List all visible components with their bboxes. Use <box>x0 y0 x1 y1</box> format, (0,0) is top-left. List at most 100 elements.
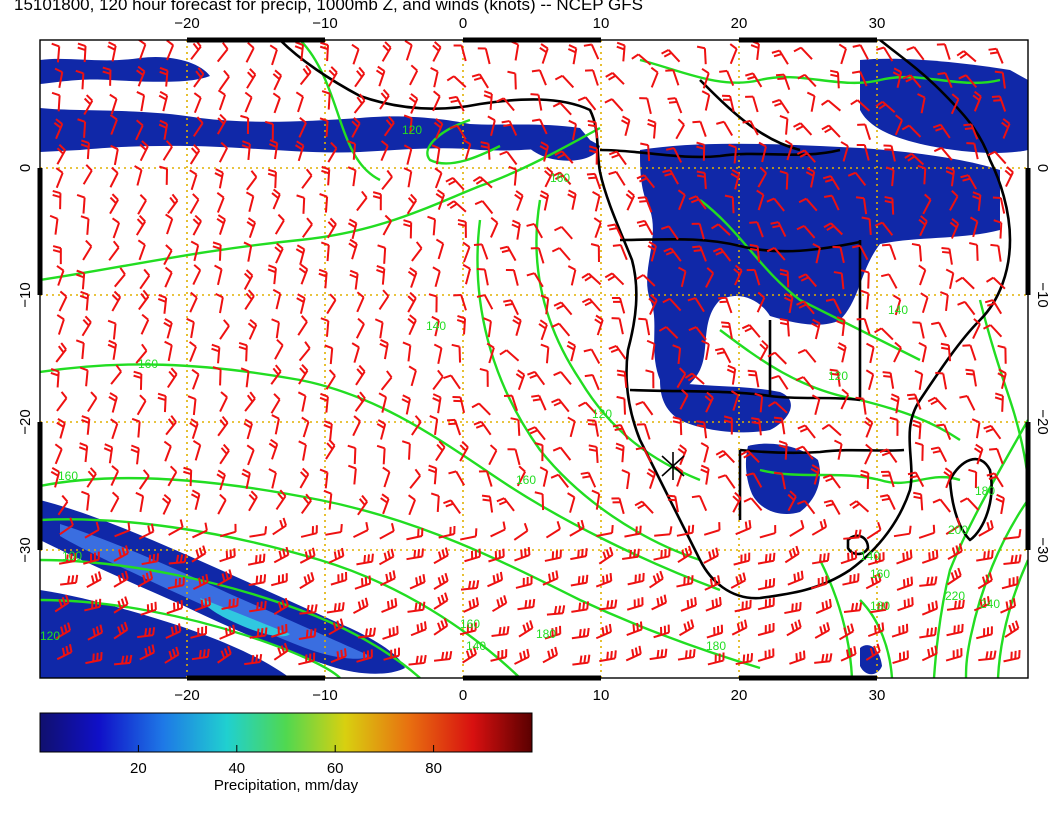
wind-barb <box>298 364 309 385</box>
wind-barb <box>212 366 222 386</box>
wind-barb <box>81 490 90 511</box>
wind-barb <box>433 547 449 565</box>
wind-barb <box>298 628 317 640</box>
wind-barb <box>324 344 334 365</box>
wind-barb <box>756 291 766 313</box>
wind-barb <box>321 165 331 186</box>
wind-barb <box>918 215 928 237</box>
wind-barb <box>567 44 578 65</box>
wind-barb <box>87 624 104 641</box>
wind-barb <box>446 418 462 436</box>
lon-tick-bottom: −20 <box>174 687 199 704</box>
wind-barb <box>680 597 697 612</box>
wind-barb <box>274 338 284 360</box>
map-title: 15101800, 120 hour forecast for precip, … <box>14 0 643 14</box>
wind-barb <box>648 294 658 315</box>
wind-barb <box>544 549 562 562</box>
wind-barb <box>653 548 671 561</box>
wind-barb <box>701 67 710 89</box>
wind-barb <box>432 90 441 112</box>
wind-barb <box>691 222 705 240</box>
wind-barb <box>378 289 390 311</box>
wind-barb <box>856 317 871 335</box>
wind-barb <box>245 41 255 63</box>
wind-barb <box>107 41 117 62</box>
contour-label: 160 <box>58 469 78 483</box>
lat-tick-right: 0 <box>1034 164 1051 172</box>
wind-barb <box>300 525 318 538</box>
colorbar-tick-label: 40 <box>228 760 245 777</box>
wind-barb <box>139 268 151 290</box>
wind-barb <box>735 653 754 666</box>
wind-barb <box>189 291 198 313</box>
wind-barb <box>490 521 506 538</box>
contour-label: 160 <box>460 617 480 631</box>
wind-barb <box>552 171 572 186</box>
wind-barb <box>684 372 705 385</box>
wind-barb <box>168 519 184 536</box>
wind-barb <box>326 217 337 239</box>
wind-barb <box>453 294 467 311</box>
wind-barb <box>812 243 821 264</box>
wind-barb <box>107 319 117 340</box>
wind-barb <box>507 70 517 90</box>
wind-barb <box>381 41 392 62</box>
wind-barb <box>377 244 387 264</box>
wind-barb <box>773 416 786 435</box>
contour-label: 160 <box>550 171 570 185</box>
wind-barb <box>272 288 282 310</box>
wind-barb-layer <box>49 40 1022 666</box>
wind-barb <box>433 343 443 364</box>
wind-barb <box>247 318 258 340</box>
wind-barb <box>438 525 456 539</box>
wind-barb <box>704 391 714 413</box>
wind-barb <box>612 423 629 440</box>
wind-barb <box>353 93 366 114</box>
wind-barb <box>164 340 173 362</box>
wind-barb <box>141 553 160 566</box>
wind-barb <box>476 294 494 310</box>
wind-barb <box>935 371 948 390</box>
wind-barb <box>109 93 118 115</box>
wind-barb <box>770 374 789 390</box>
wind-barb <box>238 341 248 362</box>
wind-barb <box>166 367 178 389</box>
wind-barb <box>779 115 789 135</box>
contour-label: 220 <box>945 589 965 603</box>
wind-barb <box>889 416 899 436</box>
wind-barb <box>660 225 679 241</box>
wind-barb <box>192 440 202 461</box>
wind-barb <box>584 69 599 86</box>
wind-barb <box>300 493 312 515</box>
wind-barb <box>662 169 679 185</box>
wind-barb <box>733 264 743 286</box>
wind-barb <box>138 469 150 490</box>
wind-barb <box>793 122 813 136</box>
wind-barb <box>298 652 316 666</box>
wind-barb <box>913 491 924 511</box>
wind-barb <box>383 647 400 661</box>
wind-barb <box>243 418 253 440</box>
wind-barb <box>372 191 382 211</box>
wind-barb <box>347 444 357 465</box>
wind-barb <box>945 648 963 662</box>
wind-barb <box>912 321 925 339</box>
wind-barb <box>914 441 924 461</box>
contour-label: 100 <box>62 549 82 563</box>
wind-barb <box>838 623 855 641</box>
wind-barb <box>159 66 169 87</box>
wind-barb <box>82 239 93 261</box>
wind-barb <box>319 41 329 62</box>
lon-tick-top: −20 <box>174 15 199 32</box>
wind-barb <box>103 443 114 464</box>
wind-barb <box>779 317 790 337</box>
wind-barb <box>767 401 788 414</box>
wind-barb <box>374 318 384 339</box>
wind-barb <box>246 170 258 191</box>
wind-barb <box>217 493 227 515</box>
wind-barb <box>328 66 338 87</box>
lat-tick-left: −20 <box>17 409 34 434</box>
wind-barb <box>55 167 64 189</box>
wind-barb <box>911 242 923 262</box>
wind-barb <box>766 246 786 261</box>
